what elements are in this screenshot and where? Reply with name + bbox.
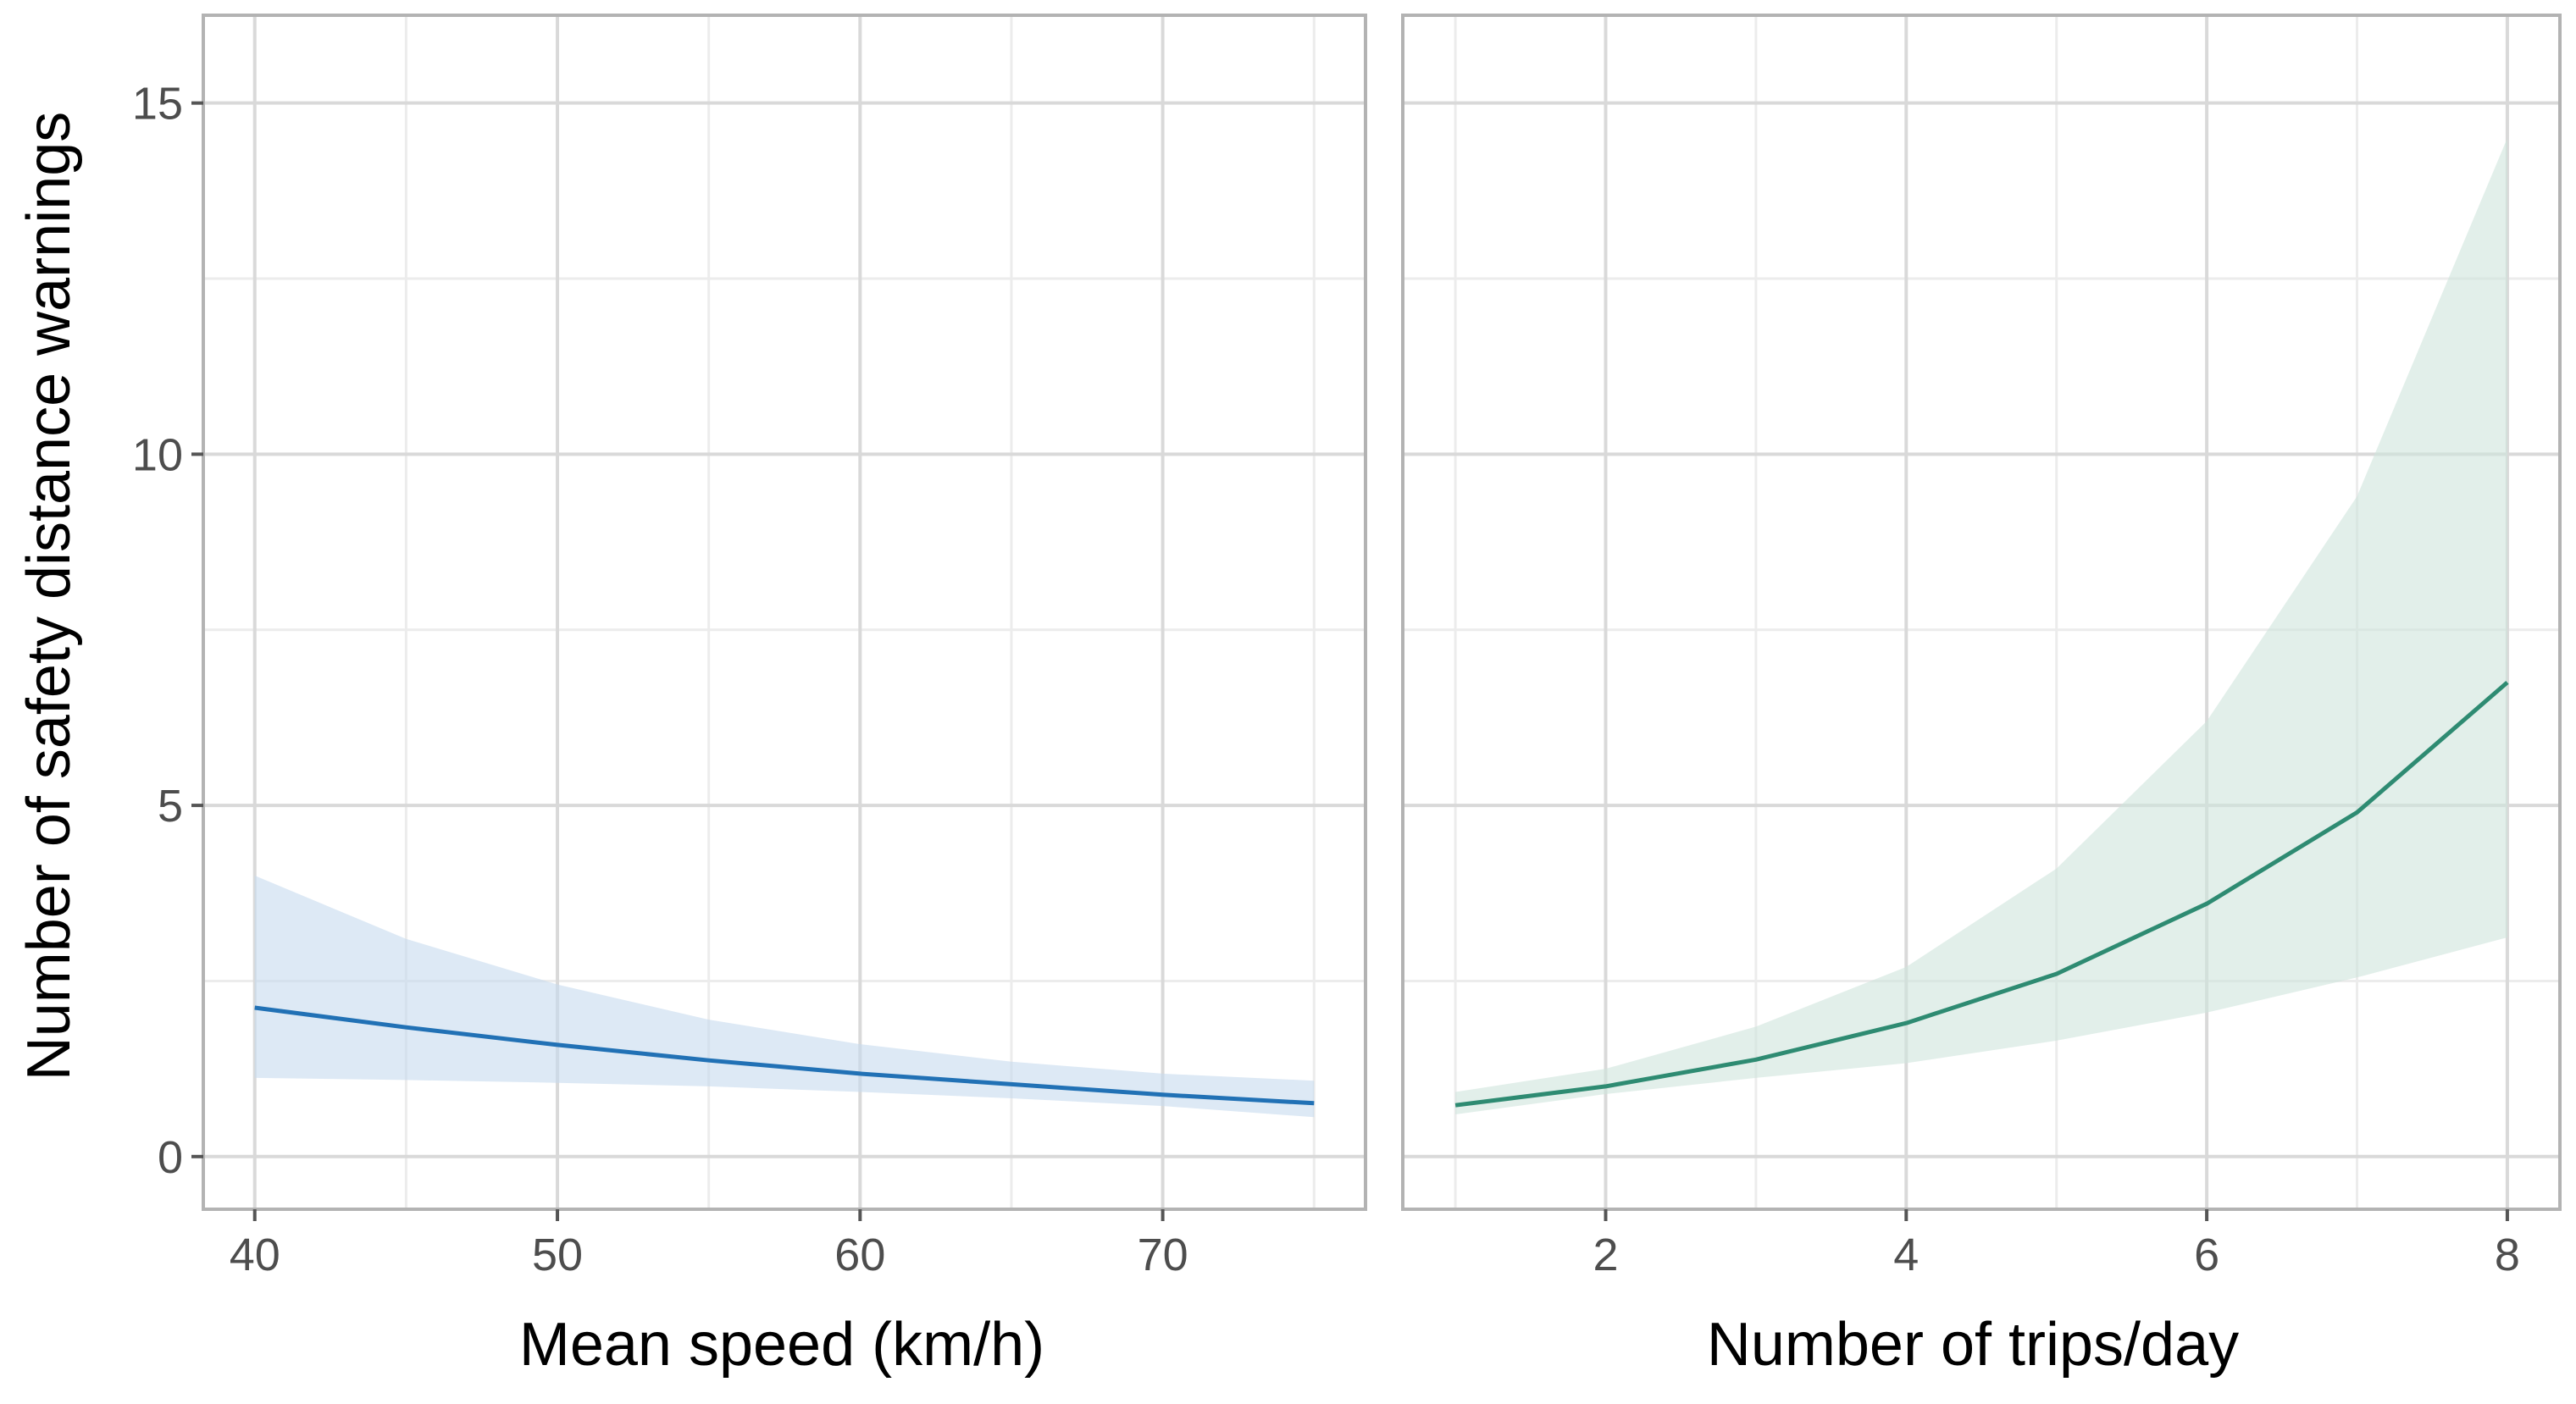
panel-border — [1401, 14, 2562, 1211]
x-tick-label: 6 — [2194, 1230, 2219, 1280]
x-axis-title-mean-speed: Mean speed (km/h) — [519, 1311, 1044, 1379]
y-tick-label: 10 — [132, 429, 183, 480]
panel-mean-speed: 40 50 60 70 0 5 10 15 — [132, 14, 1367, 1280]
panel-border — [202, 14, 1367, 1211]
x-tick-label: 4 — [1893, 1230, 1919, 1280]
x-tick-label: 50 — [532, 1230, 583, 1280]
x-tick-label: 8 — [2495, 1230, 2520, 1280]
y-tick-label: 0 — [158, 1132, 183, 1183]
y-tick-label: 5 — [158, 781, 183, 832]
confidence-band — [254, 876, 1315, 1118]
x-tick-label: 40 — [230, 1230, 280, 1280]
series-line — [254, 1005, 1315, 1106]
x-axis-title-trips-per-day: Number of trips/day — [1707, 1311, 2239, 1379]
x-tick-label: 70 — [1138, 1230, 1188, 1280]
y-tick-label: 15 — [132, 79, 183, 130]
y-axis-title: Number of safety distance warnings — [15, 112, 83, 1081]
panel-trips-per-day: 2 4 6 8 — [1401, 14, 2562, 1280]
confidence-band — [1455, 138, 2507, 1115]
x-tick-label: 60 — [834, 1230, 885, 1280]
series-line — [1454, 681, 2509, 1108]
x-tick-label: 2 — [1593, 1230, 1618, 1280]
